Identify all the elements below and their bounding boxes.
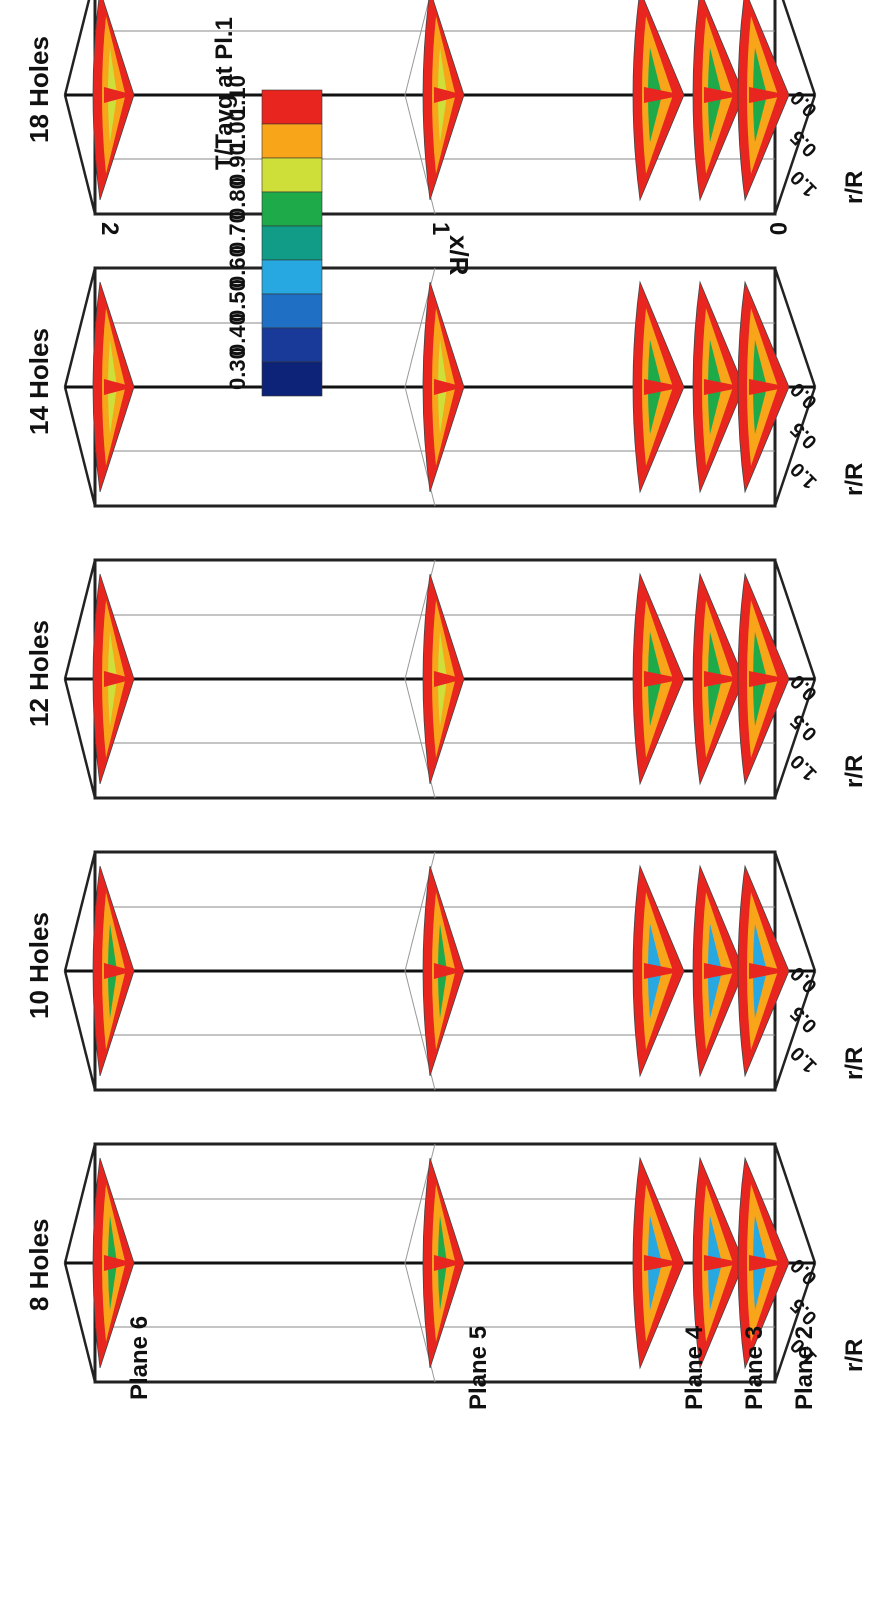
x-axis-label: x/R: [444, 235, 474, 276]
contour-panel-2-plane-3: [692, 572, 745, 786]
panel-2: 12 Holes 0.0 0.5 1.0 r/R: [24, 558, 868, 800]
r-axis-label-0: r/R: [841, 1339, 868, 1372]
contour-panel-0-plane-4: [737, 1156, 790, 1370]
plane-4-label: Plane 4: [681, 1325, 708, 1410]
panel-title-4: 18 Holes: [24, 36, 54, 143]
contour-panel-3-plane-1: [422, 281, 465, 493]
contour-panel-0-plane-3: [692, 1156, 745, 1370]
plane-3-label: Plane 3: [741, 1326, 768, 1410]
panel-4: 18 Holes 0.0 0.5 1.0 r/R: [24, 0, 868, 216]
colorbar-level-2: 0.90: [225, 143, 250, 186]
colorbar-swatch-0: [261, 89, 323, 125]
contour-panel-2-plane-4: [737, 572, 790, 786]
plane-5-label: Plane 5: [465, 1326, 492, 1410]
contour-panel-0-plane-1: [422, 1157, 465, 1369]
contour-panel-0-plane-0: [92, 1157, 135, 1369]
contour-panel-2-plane-2: [632, 572, 685, 786]
contour-panel-0-plane-2: [632, 1156, 685, 1370]
contour-panel-3-plane-2: [632, 280, 685, 494]
panel-1: 10 Holes 0.0 0.5 1.0 r/R: [24, 850, 868, 1092]
r-tick-0-1: 0.5: [786, 1294, 821, 1329]
x-tick-0: 0: [764, 222, 791, 235]
panel-0: 8 Holes 0.00.51.0 r/R: [24, 1142, 868, 1384]
colorbar-level-6: 0.50: [225, 279, 250, 322]
colorbar-level-3: 0.80: [225, 177, 250, 220]
plane-labels: Plane 6 Plane 5 Plane 4 Plane 3 Plane 2: [126, 1316, 818, 1410]
colorbar-level-0: 1.10: [225, 75, 250, 118]
r-axis-label-2: r/R: [841, 755, 868, 788]
x-tick-2: 2: [96, 222, 123, 235]
r-axis-label-4: r/R: [841, 171, 868, 204]
colorbar-swatch-5: [261, 259, 323, 295]
r-tick-1-1: 0.5: [786, 1002, 821, 1037]
panel-title-3: 14 Holes: [24, 328, 54, 435]
colorbar-level-1: 1.00: [225, 109, 250, 152]
x-axis: x/R 0 1 2: [96, 222, 791, 276]
panel-title-2: 12 Holes: [24, 620, 54, 727]
contour-panel-4-plane-1: [422, 0, 465, 201]
colorbar-level-8: 0.30: [225, 347, 250, 390]
contour-panel-1-plane-1: [422, 865, 465, 1077]
r-tick-2-0: 0.0: [786, 670, 821, 705]
r-tick-1-0: 0.0: [786, 962, 821, 997]
colorbar-swatch-1: [261, 123, 323, 159]
r-tick-2-1: 0.5: [786, 710, 821, 745]
r-tick-3-0: 0.0: [786, 378, 821, 413]
r-tick-3-2: 1.0: [786, 458, 821, 493]
contour-panel-3-plane-3: [692, 280, 745, 494]
r-axis-label-3: r/R: [841, 463, 868, 496]
panels-group: 8 Holes 0.00.51.0 r/R10 Holes 0.00.51.0 r/R1…: [24, 0, 868, 1384]
r-tick-0-0: 0.0: [786, 1254, 821, 1289]
plane-2-label: Plane 2: [791, 1326, 818, 1410]
r-tick-1-2: 1.0: [786, 1042, 821, 1077]
contour-panel-4-plane-4: [737, 0, 790, 202]
colorbar-level-4: 0.70: [225, 211, 250, 254]
colorbar-swatch-4: [261, 225, 323, 261]
colorbar-title: T/Tavg at Pl.1: [211, 17, 238, 170]
colorbar-swatches: 1.101.000.900.800.700.600.500.400.30: [225, 75, 323, 397]
contour-panel-1-plane-2: [632, 864, 685, 1078]
colorbar-swatch-6: [261, 293, 323, 329]
r-tick-4-2: 1.0: [786, 166, 821, 201]
plane-6-label: Plane 6: [126, 1316, 153, 1400]
contour-panel-2-plane-0: [92, 573, 135, 785]
contour-panel-1-plane-3: [692, 864, 745, 1078]
r-axis-label-1: r/R: [841, 1047, 868, 1080]
colorbar: T/Tavg at Pl.1 1.101.000.900.800.700.600…: [211, 17, 323, 397]
contour-panel-4-plane-2: [632, 0, 685, 202]
colorbar-level-5: 0.60: [225, 245, 250, 288]
panel-title-0: 8 Holes: [24, 1219, 54, 1312]
r-tick-4-1: 0.5: [786, 126, 821, 161]
contour-panel-4-plane-0: [92, 0, 135, 201]
r-tick-3-1: 0.5: [786, 418, 821, 453]
contour-panel-2-plane-1: [422, 573, 465, 785]
contour-panel-3-plane-4: [737, 280, 790, 494]
colorbar-swatch-7: [261, 327, 323, 363]
r-tick-2-2: 1.0: [786, 750, 821, 785]
contour-panel-4-plane-3: [692, 0, 745, 202]
panel-3: 14 Holes 0.0 0.5 1.0 r/R: [24, 266, 868, 508]
colorbar-swatch-8: [261, 361, 323, 397]
r-tick-4-0: 0.0: [786, 86, 821, 121]
contour-panel-3-plane-0: [92, 281, 135, 493]
colorbar-level-7: 0.40: [225, 313, 250, 356]
colorbar-swatch-2: [261, 157, 323, 193]
contour-panel-1-plane-4: [737, 864, 790, 1078]
panel-title-1: 10 Holes: [24, 912, 54, 1019]
colorbar-swatch-3: [261, 191, 323, 227]
x-tick-1: 1: [427, 222, 454, 235]
contour-panel-1-plane-0: [92, 865, 135, 1077]
